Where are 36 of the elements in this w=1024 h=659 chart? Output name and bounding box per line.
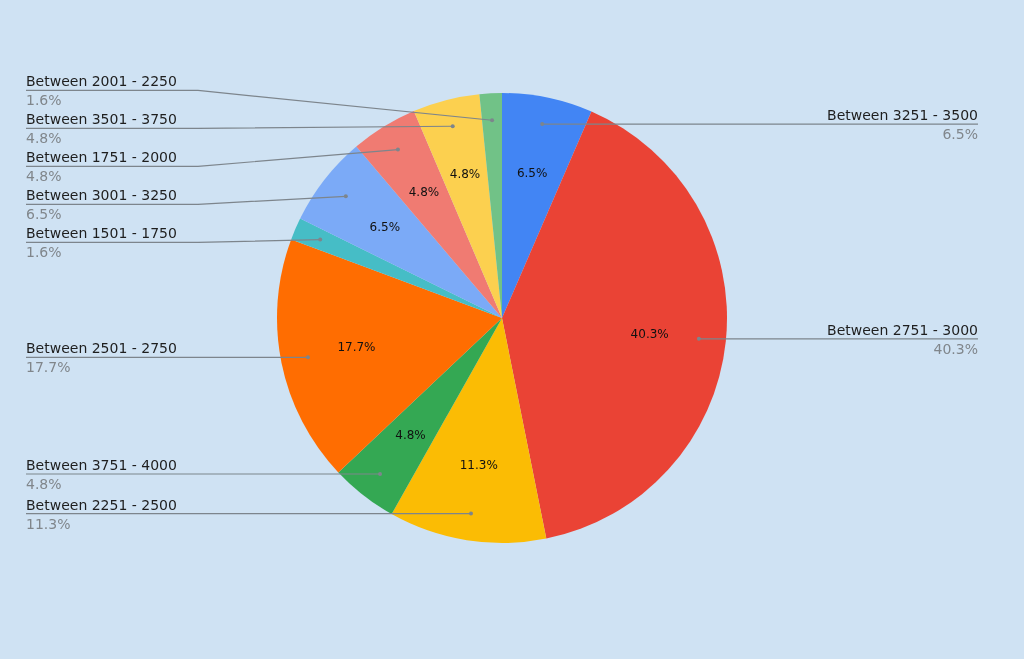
pie-slice <box>391 318 547 543</box>
text: 6.5% <box>942 126 978 143</box>
data-label: 4.8% <box>408 184 440 199</box>
slice-label: Between 3251 - 3500 <box>827 107 978 124</box>
data-label: 6.5% <box>369 219 401 234</box>
slice-label: Between 3751 - 4000 <box>26 456 177 473</box>
text: 4.8% <box>26 130 62 147</box>
data-label: 11.3% <box>459 457 498 472</box>
pie-slice <box>291 218 502 318</box>
slice-label: Between 1751 - 2000 <box>26 149 177 166</box>
pie-slice <box>502 93 592 318</box>
slice-label: Between 2251 - 2500 <box>26 496 177 513</box>
text: 6.5% <box>26 206 62 223</box>
pie-slice <box>356 110 502 318</box>
pie-slice <box>277 239 502 473</box>
data-label: 1.6% <box>26 244 62 261</box>
slice-label: Between 3001 - 3250 <box>26 187 177 204</box>
text: 4.8% <box>26 168 62 185</box>
pie-slice <box>300 146 502 318</box>
data-label: 4.8% <box>395 427 426 442</box>
slice-label: Between 2001 - 2250 <box>26 73 177 90</box>
pie-slice <box>502 111 727 539</box>
data-label: 40.3% <box>630 326 669 341</box>
slice-label: Between 2501 - 2750 <box>26 340 177 357</box>
data-label: 6.5% <box>516 165 548 180</box>
data-label: 4.8% <box>449 167 481 182</box>
data-label: 1.6% <box>26 92 62 109</box>
slice-label: Between 2751 - 3000 <box>827 321 978 338</box>
text: 17.7% <box>26 359 71 376</box>
text: 11.3% <box>26 515 71 532</box>
data-label: 17.7% <box>337 340 376 355</box>
text: 40.3% <box>933 340 978 357</box>
text: 4.8% <box>26 475 62 492</box>
slice-label: Between 1501 - 1750 <box>26 225 177 242</box>
slice-label: Between 3501 - 3750 <box>26 111 177 128</box>
pie-slice <box>338 318 502 515</box>
